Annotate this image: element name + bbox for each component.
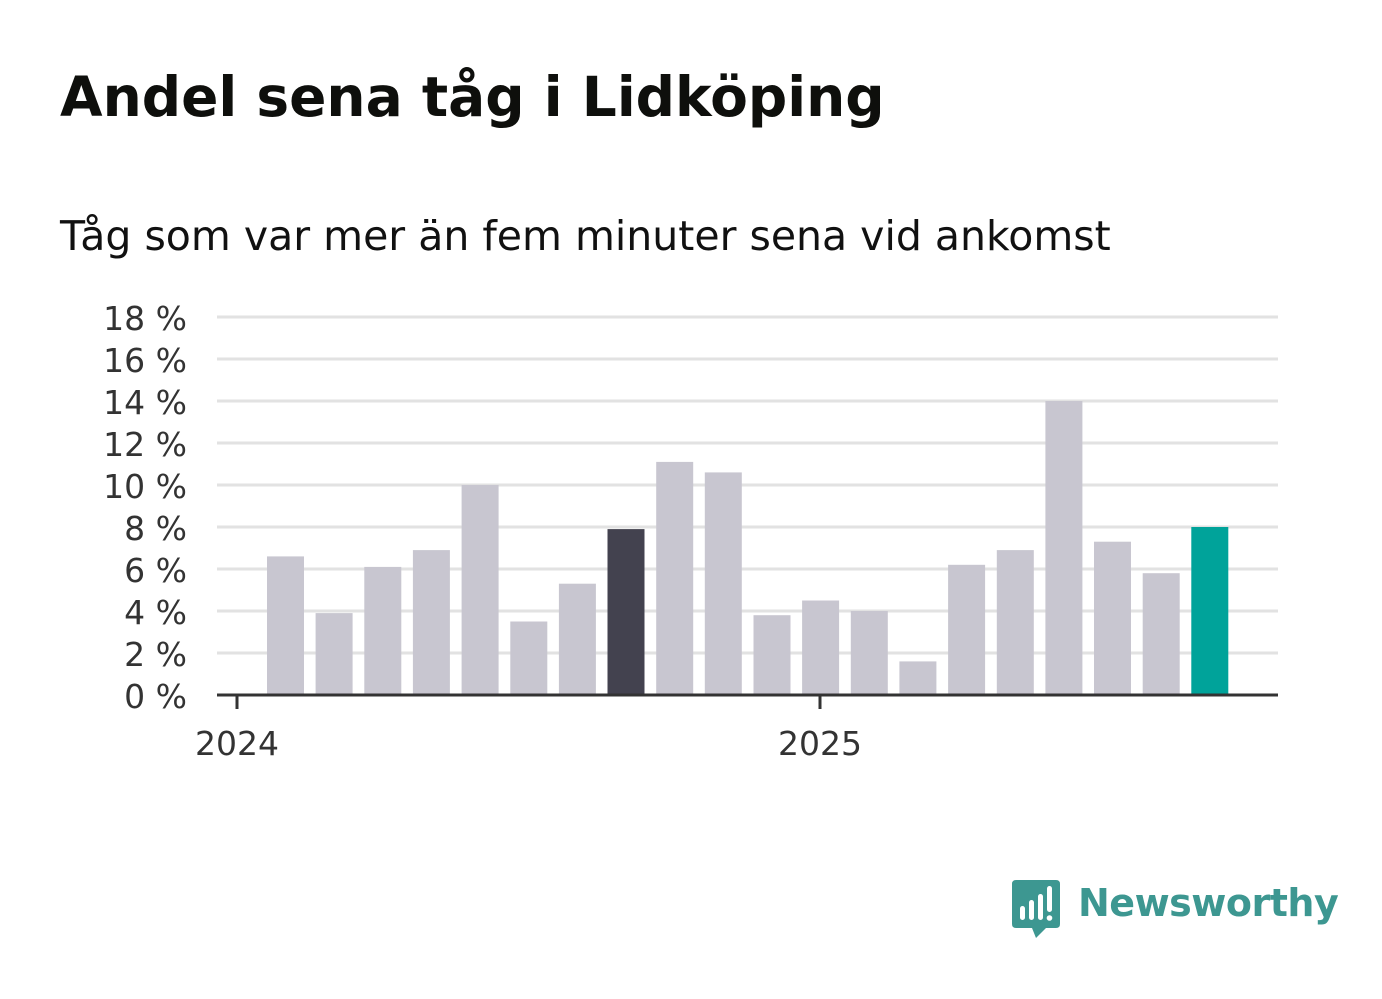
y-tick-label: 6 %	[124, 551, 187, 590]
bar-chart: 0 %2 %4 %6 %8 %10 %12 %14 %16 %18 % 2024…	[103, 299, 1278, 763]
bar	[1191, 527, 1229, 695]
chart-subtitle: Tåg som var mer än fem minuter sena vid …	[60, 212, 1111, 260]
y-tick-label: 12 %	[103, 425, 187, 464]
y-tick-label: 0 %	[124, 677, 187, 716]
bar	[267, 556, 304, 695]
bar	[1094, 541, 1131, 695]
bar	[656, 461, 694, 695]
chart-title: Andel sena tåg i Lidköping	[60, 65, 885, 129]
y-tick-label: 18 %	[103, 299, 187, 338]
x-axis-ticks: 2024 2025	[195, 695, 862, 763]
bar	[802, 600, 840, 695]
y-tick-label: 2 %	[124, 635, 187, 674]
bar	[704, 472, 742, 695]
bar	[948, 564, 986, 695]
y-tick-label: 4 %	[124, 593, 187, 632]
y-tick-label: 10 %	[103, 467, 187, 506]
newsworthy-logo-icon	[1012, 880, 1060, 938]
newsworthy-logo: Newsworthy	[1010, 878, 1339, 940]
y-axis-tick-labels: 0 %2 %4 %6 %8 %10 %12 %14 %16 %18 %	[103, 299, 187, 716]
y-tick-label: 8 %	[124, 509, 187, 548]
bars	[267, 401, 1229, 695]
bar	[558, 583, 596, 695]
bar	[996, 550, 1034, 695]
bar	[461, 485, 499, 695]
bar	[607, 529, 645, 695]
bar	[315, 613, 353, 695]
bar	[899, 661, 937, 695]
newsworthy-logo-text: Newsworthy	[1078, 881, 1339, 925]
bar	[412, 550, 450, 695]
grid-lines	[217, 315, 1278, 655]
bar	[364, 566, 402, 695]
y-tick-label: 16 %	[103, 341, 187, 380]
bar	[510, 621, 548, 695]
bar	[850, 611, 888, 695]
x-tick-label: 2024	[195, 724, 279, 763]
x-tick-label: 2025	[778, 724, 862, 763]
bar	[753, 615, 791, 695]
bar	[1045, 401, 1083, 695]
bar	[1142, 573, 1180, 695]
y-tick-label: 14 %	[103, 383, 187, 422]
